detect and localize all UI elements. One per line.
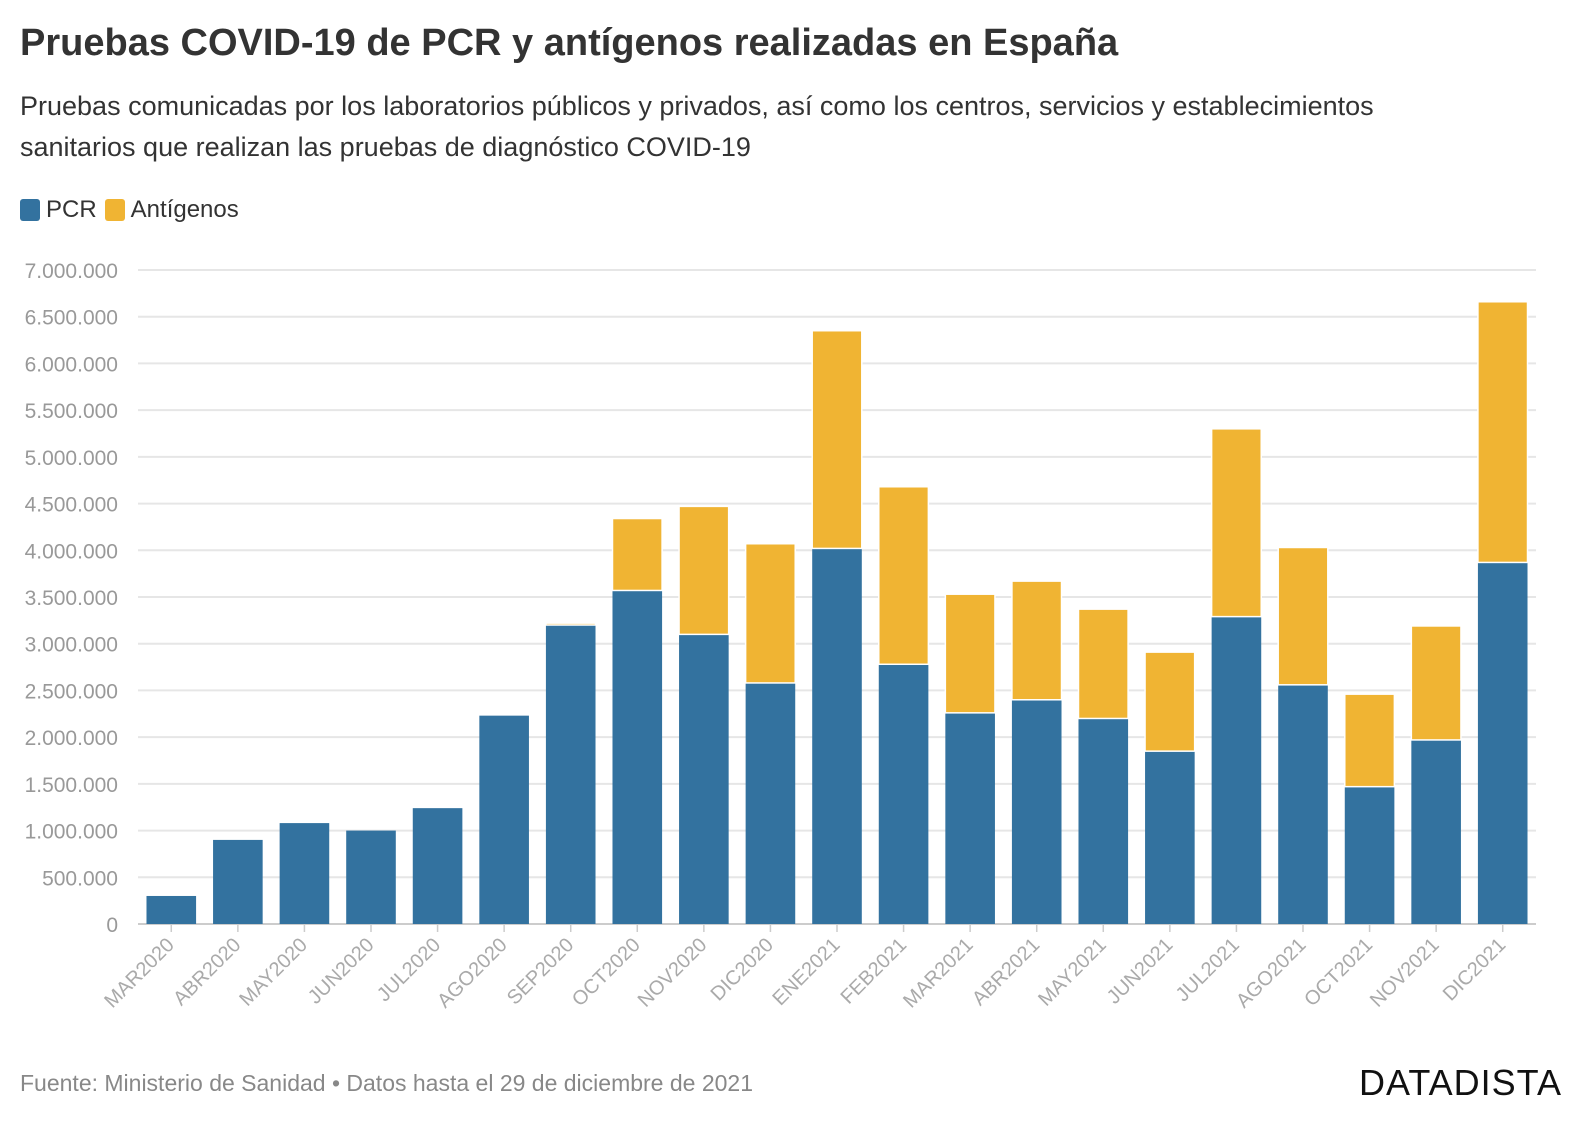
bar-pcr xyxy=(612,590,663,924)
y-tick-label: 3.500.000 xyxy=(25,587,118,610)
bar-pcr xyxy=(346,830,396,924)
x-tick-label: SEP2020 xyxy=(503,934,578,1009)
x-tick-label: JUN2020 xyxy=(304,934,379,1009)
bar-pcr xyxy=(1145,751,1195,924)
x-tick-label: JUN2021 xyxy=(1103,934,1178,1009)
y-tick-label: 4.000.000 xyxy=(25,540,118,563)
bar-pcr xyxy=(812,548,862,924)
bar-antigenos xyxy=(744,542,796,684)
legend-swatch-pcr xyxy=(20,199,40,221)
y-tick-label: 0 xyxy=(106,914,118,937)
bar-chart: 0 500.000 1.000.000 1.500.000 2.000.000 2.500… xyxy=(25,260,1536,1012)
bar-antigenos xyxy=(611,517,663,592)
bar-pcr xyxy=(1344,786,1395,924)
x-tick-label: OCT2020 xyxy=(568,934,645,1011)
bar-pcr xyxy=(878,664,929,924)
bars xyxy=(146,301,1529,924)
x-tick-label: ABR2020 xyxy=(169,934,245,1010)
legend-item-pcr: PCR xyxy=(20,196,97,224)
bar-pcr xyxy=(1411,739,1461,924)
y-tick-label: 6.500.000 xyxy=(25,307,118,330)
x-tick-label: NOV2021 xyxy=(1366,934,1444,1012)
y-tick-label: 5.500.000 xyxy=(25,400,118,423)
bar-pcr xyxy=(1477,562,1528,924)
chart-subtitle: Pruebas comunicadas por los laboratorios… xyxy=(20,91,1374,162)
bar-pcr xyxy=(945,712,995,924)
x-tick-label: AGO2020 xyxy=(433,934,511,1012)
bar-pcr xyxy=(1278,684,1328,924)
x-tick-label: NOV2020 xyxy=(634,934,712,1012)
x-tick-label: MAR2020 xyxy=(100,934,178,1012)
brand-logo: DATADISTA xyxy=(1358,1062,1562,1103)
x-tick-label: ABR2021 xyxy=(968,934,1044,1010)
x-tick-label: MAY2020 xyxy=(235,934,312,1011)
y-tick-label: 7.000.000 xyxy=(25,260,118,283)
bar-antigenos xyxy=(545,622,597,626)
y-tick-label: 3.000.000 xyxy=(25,634,118,657)
y-tick-label: 1.000.000 xyxy=(25,821,118,844)
bar-pcr xyxy=(412,808,463,924)
y-tick-label: 4.500.000 xyxy=(25,494,118,517)
y-tick-label: 5.000.000 xyxy=(25,447,118,470)
bar-antigenos xyxy=(1344,693,1396,788)
legend-item-antigenos: Antígenos xyxy=(104,196,239,224)
bar-antigenos xyxy=(1410,625,1462,741)
y-tick-label: 500.000 xyxy=(42,867,118,890)
legend: PCR Antígenos xyxy=(20,196,247,224)
x-tick-label: ENE2021 xyxy=(768,934,844,1010)
chart-title: Pruebas COVID-19 de PCR y antígenos real… xyxy=(20,22,1119,64)
bar-pcr xyxy=(1078,718,1129,924)
x-tick-label: MAY2021 xyxy=(1034,934,1111,1011)
x-tick-label: DIC2021 xyxy=(1439,934,1510,1005)
bar-pcr xyxy=(545,625,596,924)
y-tick-label: 2.000.000 xyxy=(25,727,118,750)
y-tick-label: 1.500.000 xyxy=(25,774,118,797)
bar-antigenos xyxy=(678,505,730,636)
legend-swatch-antigenos xyxy=(104,199,125,221)
y-tick-label: 2.500.000 xyxy=(25,680,118,703)
bar-pcr xyxy=(745,682,796,924)
y-tick-label: 6.000.000 xyxy=(25,353,118,376)
bar-pcr xyxy=(1011,699,1062,924)
x-tick-label: OCT2021 xyxy=(1300,934,1377,1011)
bar-antigenos xyxy=(1077,608,1129,720)
bar-antigenos xyxy=(1477,301,1529,564)
bar-antigenos xyxy=(1011,580,1063,701)
bar-antigenos xyxy=(1144,651,1196,752)
x-tick-label: AGO2021 xyxy=(1232,934,1310,1012)
bar-pcr xyxy=(146,895,197,924)
bar-pcr xyxy=(679,634,729,924)
bar-pcr xyxy=(279,823,330,924)
x-tick-label: MAR2021 xyxy=(899,934,977,1012)
source-note: Fuente: Ministerio de Sanidad • Datos ha… xyxy=(20,1070,754,1096)
bar-antigenos xyxy=(811,329,863,550)
x-axis-ticks: MAR2020ABR2020MAY2020JUN2020JUL2020AGO20… xyxy=(100,924,1510,1012)
bar-pcr xyxy=(479,715,529,924)
bar-pcr xyxy=(1211,616,1262,924)
legend-label-pcr: PCR xyxy=(46,196,97,223)
bar-antigenos xyxy=(944,593,996,714)
bar-antigenos xyxy=(1210,428,1262,618)
bar-antigenos xyxy=(878,486,930,666)
bar-antigenos xyxy=(1277,546,1329,686)
y-axis-ticks: 0 500.000 1.000.000 1.500.000 2.000.000 2.500… xyxy=(25,260,118,937)
legend-label-antigenos: Antígenos xyxy=(130,196,239,223)
bar-pcr xyxy=(213,839,263,924)
